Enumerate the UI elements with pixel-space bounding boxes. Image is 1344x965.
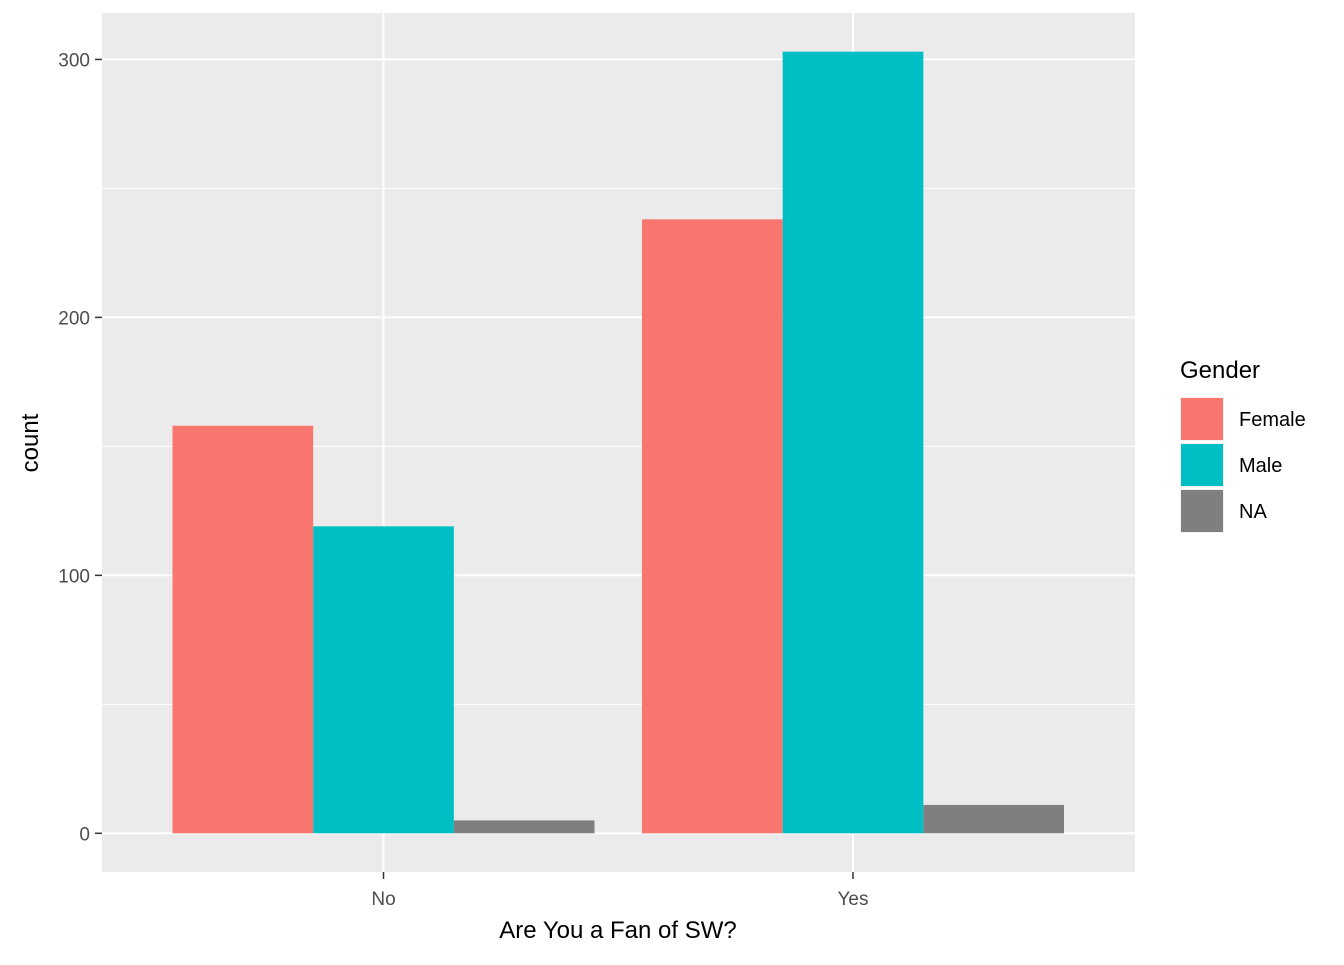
bar-na-yes [923,804,1064,834]
legend-swatch-female [1181,398,1223,440]
bar-male-yes [782,51,924,834]
y-tick-label: 100 [58,566,90,587]
legend-swatch-na [1181,490,1223,532]
bar-na-no [453,820,595,834]
x-axis: No Yes [371,872,869,910]
y-axis-title: count [17,413,44,472]
legend-swatch-male [1181,444,1223,486]
y-axis: 0 100 200 300 [58,50,102,845]
bars [172,51,1064,834]
legend: Gender Female Male NA [1180,357,1306,533]
y-tick-label: 200 [58,308,90,329]
x-axis-title: Are You a Fan of SW? [499,917,736,944]
bar-female-yes [642,219,783,834]
x-tick-label: Yes [838,889,869,910]
y-tick-label: 300 [58,50,90,71]
x-tick-label: No [371,889,395,910]
bar-female-no [172,425,314,834]
y-tick-label: 0 [79,824,90,845]
bar-male-no [313,526,454,834]
legend-label-male: Male [1239,455,1282,477]
legend-label-na: NA [1239,501,1267,523]
legend-title: Gender [1180,357,1260,384]
legend-label-female: Female [1239,409,1306,431]
